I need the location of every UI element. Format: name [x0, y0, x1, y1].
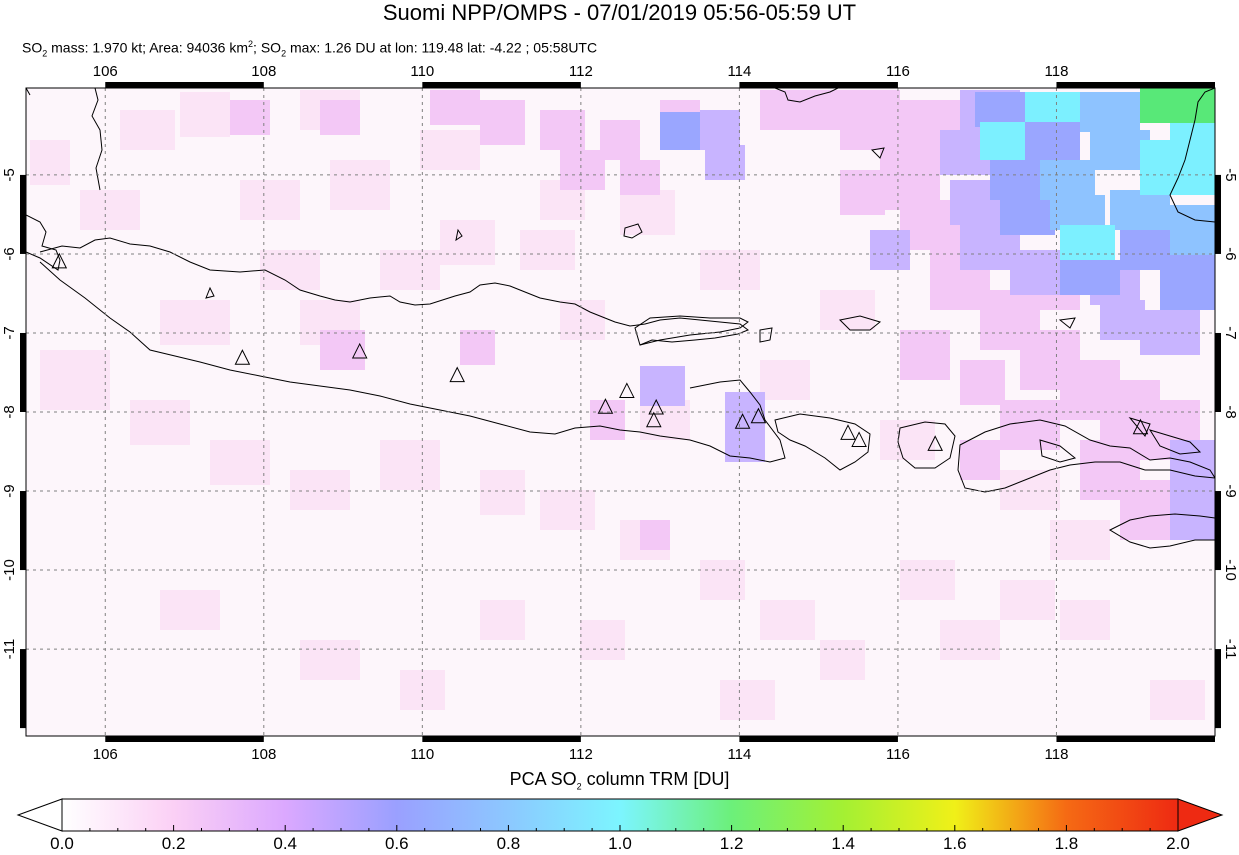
volcano-icon	[645, 411, 662, 428]
border-bar-right	[1215, 649, 1221, 729]
colorbar-tick-label: 0.4	[273, 834, 297, 853]
lon-label-bottom: 114	[727, 746, 751, 763]
volcano-icon	[750, 407, 767, 424]
lon-label-bottom: 116	[886, 746, 910, 763]
volcano-markers	[51, 252, 1149, 451]
border-bar-right	[1215, 174, 1221, 254]
volcano-icon	[449, 366, 466, 383]
colorbar-tick-label: 0.0	[50, 834, 74, 853]
lat-label-right: -5	[1222, 168, 1239, 181]
volcano-icon	[1132, 418, 1149, 435]
lat-label-right: -9	[1222, 484, 1239, 497]
lat-label-left: -10	[1, 559, 18, 581]
colorbar	[16, 798, 1224, 832]
volcano-icon	[597, 398, 614, 414]
border-bar-bottom	[105, 736, 264, 742]
longitude-labels-top: 106 108 110 112 114 116 118	[93, 63, 1069, 80]
colorbar-tick-label: 1.2	[719, 834, 744, 853]
colorbar-tick-label: 0.6	[384, 834, 409, 853]
volcano-icon	[927, 435, 943, 451]
lon-label-top: 110	[410, 63, 434, 80]
volcano-icon	[234, 349, 251, 365]
colorbar-over-arrow	[1177, 798, 1224, 832]
map-border-bars	[20, 82, 1221, 742]
colorbar-tick-label: 2.0	[1166, 834, 1190, 853]
lon-label-bottom: 106	[93, 746, 118, 763]
green-so2-cells	[1140, 88, 1215, 123]
longitude-labels-bottom: 106 108 110 112 114 116 118	[93, 746, 1069, 763]
border-bar-left	[20, 649, 26, 729]
blue-so2-cells	[660, 92, 1215, 310]
border-bar-right	[1215, 332, 1221, 412]
lat-label-right: -10	[1222, 559, 1239, 581]
lon-label-top: 106	[93, 63, 118, 80]
border-bar-bottom	[739, 736, 898, 742]
lon-label-top: 118	[1045, 63, 1069, 80]
lat-label-right: -7	[1222, 326, 1239, 339]
volcano-icon	[851, 431, 867, 447]
colorbar-tick-label: 0.2	[161, 834, 186, 853]
lat-label-left: -6	[1, 247, 18, 260]
border-bar-right	[1215, 491, 1221, 571]
lon-label-bottom: 110	[410, 746, 434, 763]
lat-label-left: -8	[1, 405, 18, 418]
lat-label-left: -5	[1, 168, 18, 181]
border-bar-left	[20, 332, 26, 412]
border-bar-top	[105, 82, 264, 88]
lon-label-bottom: 108	[251, 746, 276, 763]
low-so2-cells	[30, 90, 1205, 720]
border-bar-top	[422, 82, 581, 88]
colorbar-tick-label: 1.0	[608, 834, 632, 853]
volcano-icon	[734, 413, 751, 429]
lat-label-left: -11	[1, 639, 18, 660]
colorbar-tick-marks	[89, 825, 1151, 831]
lat-label-left: -7	[1, 326, 18, 339]
colorbar-tick-label: 1.4	[831, 834, 855, 853]
colorbar-under-arrow	[16, 798, 63, 832]
volcano-icon	[51, 252, 68, 269]
border-bar-left	[20, 491, 26, 571]
lon-label-bottom: 118	[1045, 746, 1069, 763]
volcano-icon	[840, 424, 856, 440]
lon-label-top: 116	[886, 63, 910, 80]
volcano-icon	[351, 342, 368, 359]
latitude-labels-left: -5 -6 -7 -8 -9 -10 -11	[1, 168, 18, 659]
volcano-icon	[648, 398, 664, 415]
border-bar-top	[1056, 82, 1215, 88]
map-subtitle: SO2 mass: 1.970 kt; Area: 94036 km2; SO2…	[22, 39, 598, 59]
map-title: Suomi NPP/OMPS - 07/01/2019 05:56-05:59 …	[382, 0, 857, 25]
colorbar-tick-label: 1.6	[942, 834, 967, 853]
volcano-icon	[619, 382, 635, 398]
lon-label-top: 114	[727, 63, 751, 80]
colorbar-title: PCA SO2 column TRM [DU]	[509, 769, 730, 792]
lon-label-bottom: 112	[569, 746, 593, 763]
lon-label-top: 108	[251, 63, 276, 80]
lat-label-right: -11	[1222, 639, 1239, 660]
colorbar-tick-label: 1.8	[1054, 834, 1079, 853]
graticule	[26, 88, 1215, 736]
lon-label-top: 112	[569, 63, 593, 80]
border-bar-bottom	[1056, 736, 1215, 742]
so2-pixel-layer	[26, 88, 1215, 720]
border-bar-left	[20, 174, 26, 254]
lat-label-right: -8	[1222, 405, 1239, 418]
colorbar-tick-label: 0.8	[496, 834, 521, 853]
border-bar-bottom	[422, 736, 581, 742]
lat-label-left: -9	[1, 484, 18, 497]
border-bar-top	[739, 82, 898, 88]
lat-label-right: -6	[1222, 247, 1239, 260]
latitude-labels-right: -5 -6 -7 -8 -9 -10 -11	[1222, 168, 1239, 659]
cyan-so2-cells	[980, 92, 1215, 260]
coastlines	[26, 88, 1215, 549]
